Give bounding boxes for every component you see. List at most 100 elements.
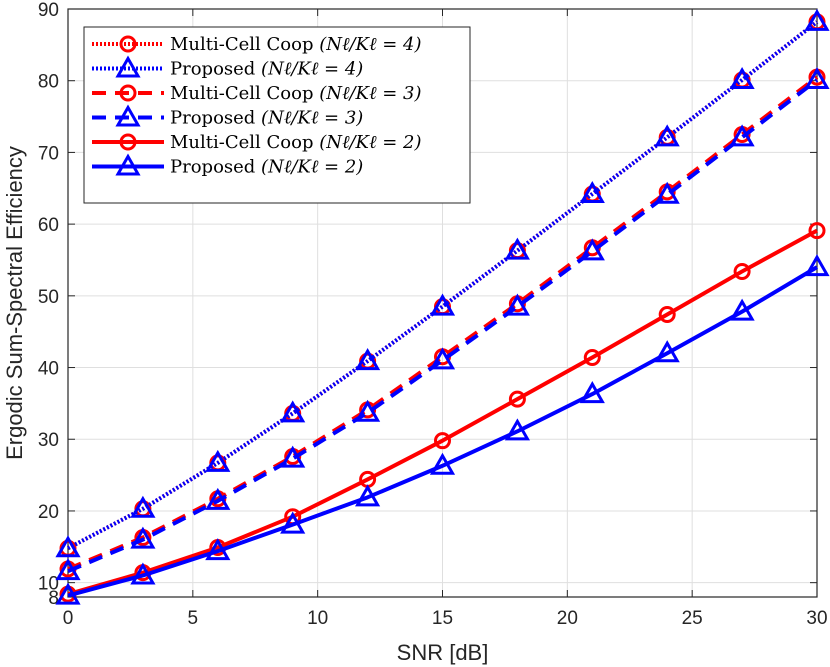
legend-series-ratio: (Nℓ/Kℓ = 4) [261,59,363,80]
data-point-3-5 [429,347,456,370]
legend-series-name: Proposed [170,59,261,80]
series-1 [55,8,830,558]
data-point-5-9 [729,298,755,321]
data-point-3-4 [355,399,381,422]
data-point-5-7 [579,381,605,404]
data-point-5-3 [280,511,306,534]
data-series [55,8,830,605]
legend-swatch-marker-5 [115,153,141,176]
legend-series-name: Multi-Cell Coop [170,34,319,55]
series-line-5 [67,265,819,598]
series-line-2 [67,75,819,571]
series-line-3 [67,78,819,574]
y-tick-label: 60 [38,215,59,236]
data-point-5-10 [804,254,830,277]
data-point-4-10 [808,222,826,240]
data-point-3-8 [654,181,680,204]
y-tick-label: 90 [38,0,59,21]
data-point-5-0 [55,582,81,605]
legend-swatch-marker-1 [115,55,141,78]
legend-label-0: Multi-Cell Coop (Nℓ/Kℓ = 4) [170,34,421,55]
legend-label-4: Multi-Cell Coop (Nℓ/Kℓ = 2) [170,132,421,153]
data-point-3-7 [579,238,605,261]
y-tick-label: 10 [38,574,59,595]
data-point-5-4 [355,484,381,507]
data-point-3-6 [504,293,530,316]
x-tick-label: 20 [557,608,578,629]
legend-series-ratio: (Nℓ/Kℓ = 4) [319,34,421,55]
legend-label-1: Proposed (Nℓ/Kℓ = 4) [170,59,363,80]
data-point-5-2 [205,538,231,561]
data-point-4-5 [434,432,451,450]
series-line-4 [67,228,818,597]
y-tick-label: 40 [38,359,59,380]
data-point-1-5 [429,293,456,316]
data-point-3-0 [55,558,81,581]
series-5 [55,254,830,605]
x-axis-label: SNR [dB] [397,640,489,665]
data-point-1-8 [654,124,680,147]
y-tick-label: 50 [38,287,59,308]
data-point-1-6 [504,237,530,260]
x-tick-label: 15 [432,608,453,629]
data-point-4-9 [733,262,751,280]
data-point-5-6 [504,418,530,441]
x-tick-label: 25 [682,608,703,629]
y-tick-label: 80 [38,72,59,93]
legend-item-0: Multi-Cell Coop (Nℓ/Kℓ = 4) [92,34,421,55]
legend-item-3: Proposed (Nℓ/Kℓ = 3) [92,104,363,129]
legend-item-4: Multi-Cell Coop (Nℓ/Kℓ = 2) [92,132,421,153]
data-point-5-5 [429,452,456,475]
legend-label-3: Proposed (Nℓ/Kℓ = 3) [170,108,363,129]
legend-series-ratio: (Nℓ/Kℓ = 2) [319,132,421,153]
data-point-1-10 [804,8,830,31]
legend-series-ratio: (Nℓ/Kℓ = 3) [319,83,421,104]
data-point-1-1 [130,495,156,518]
data-point-3-10 [804,66,830,89]
data-point-4-7 [583,348,601,366]
data-point-1-9 [729,66,755,89]
legend: Multi-Cell Coop (Nℓ/Kℓ = 4)Proposed (Nℓ/… [83,26,471,204]
data-point-1-3 [280,400,306,423]
legend-box [83,26,471,204]
legend-swatch-marker-2 [119,84,137,102]
data-point-4-6 [508,390,526,408]
series-3 [55,66,830,581]
legend-item-1: Proposed (Nℓ/Kℓ = 4) [92,55,363,80]
data-point-4-8 [658,305,676,323]
data-point-1-0 [55,535,81,558]
y-tick-label: 70 [38,143,59,164]
legend-series-name: Multi-Cell Coop [170,132,319,153]
data-point-1-4 [355,348,381,371]
data-point-1-7 [579,180,605,204]
data-point-3-3 [280,445,306,468]
y-axis-label: Ergodic Sum-Spectral Efficiency [2,146,27,460]
legend-swatch-marker-3 [115,104,141,127]
legend-item-2: Multi-Cell Coop (Nℓ/Kℓ = 3) [92,83,421,104]
legend-series-ratio: (Nℓ/Kℓ = 2) [261,157,363,178]
x-tick-label: 0 [63,608,74,629]
legend-series-ratio: (Nℓ/Kℓ = 3) [261,108,363,129]
legend-series-name: Proposed [170,108,261,129]
y-tick-label: 20 [38,502,59,523]
legend-label-2: Multi-Cell Coop (Nℓ/Kℓ = 3) [170,83,421,104]
legend-label-5: Proposed (Nℓ/Kℓ = 2) [170,157,363,178]
data-point-5-1 [130,562,156,585]
legend-swatch-marker-4 [119,133,137,151]
data-point-3-9 [729,124,755,147]
legend-swatch-marker-0 [119,35,137,53]
data-point-3-1 [130,526,156,549]
data-point-3-2 [205,487,231,510]
legend-item-5: Proposed (Nℓ/Kℓ = 2) [92,153,363,178]
data-point-1-2 [205,449,231,472]
x-tick-label: 30 [806,608,827,629]
x-tick-label: 5 [188,608,199,629]
legend-series-name: Proposed [170,157,261,178]
y-tick-label: 8 [48,588,59,609]
y-tick-label: 30 [38,430,59,451]
legend-series-name: Multi-Cell Coop [170,83,319,104]
x-tick-label: 10 [307,608,328,629]
data-point-5-8 [654,340,680,363]
